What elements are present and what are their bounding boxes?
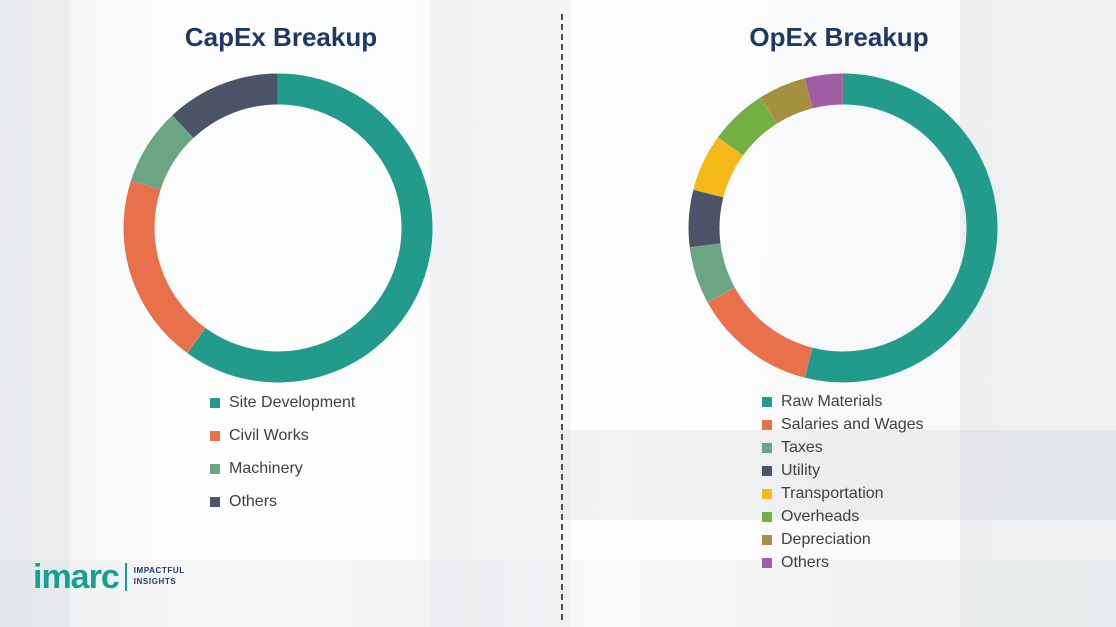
legend-label: Raw Materials: [781, 392, 883, 410]
legend-label: Overheads: [781, 507, 860, 525]
legend-item: Others: [210, 491, 355, 512]
imarc-logo-tagline-line1: IMPACTFUL: [133, 566, 185, 576]
legend-swatch: [762, 465, 772, 476]
imarc-logo-wordmark: imarc: [33, 558, 120, 596]
legend-item: Civil Works: [210, 425, 355, 446]
legend-label: Depreciation: [781, 530, 871, 548]
donut-chart-svg: [123, 73, 433, 383]
imarc-logo: imarc IMPACTFUL INSIGHTS: [33, 560, 185, 594]
legend-label: Civil Works: [229, 426, 309, 444]
legend-label: Salaries and Wages: [781, 415, 924, 433]
legend-label: Others: [229, 492, 278, 510]
donut-segment-taxes: [689, 243, 735, 303]
legend-swatch: [762, 442, 772, 453]
donut-segment-raw-materials: [804, 73, 998, 383]
donut-segment-others: [172, 73, 279, 139]
legend-label: Others: [781, 553, 830, 571]
background-watermark-streak: [0, 0, 70, 627]
background-watermark-streak: [430, 0, 570, 627]
legend-label: Utility: [781, 461, 821, 479]
donut-segment-utility: [688, 189, 724, 248]
legend-swatch: [762, 511, 772, 522]
legend-item: Machinery: [210, 458, 355, 479]
legend-swatch: [762, 419, 772, 430]
donut-segment-site-development: [187, 73, 433, 383]
donut-segment-depreciation: [760, 78, 813, 124]
donut-segment-salaries-and-wages: [707, 287, 813, 378]
capex-legend: Site Development Civil Works Machinery Othe…: [210, 392, 355, 524]
imarc-logo-divider: [124, 563, 127, 591]
legend-item: Overheads: [762, 507, 924, 526]
donut-segment-machinery: [131, 115, 194, 191]
opex-donut-chart: [687, 72, 999, 384]
donut-segment-civil-works: [123, 180, 206, 353]
legend-label: Taxes: [781, 438, 823, 456]
legend-label: Site Development: [229, 393, 356, 411]
legend-item: Transportation: [762, 484, 924, 503]
capex-chart-title: CapEx Breakup: [184, 22, 378, 52]
legend-swatch: [762, 534, 772, 545]
legend-swatch: [210, 463, 220, 474]
legend-item: Others: [762, 553, 924, 572]
legend-swatch: [762, 557, 772, 568]
donut-segment-others: [804, 73, 844, 109]
legend-swatch: [210, 496, 220, 507]
opex-legend: Raw Materials Salaries and Wages Taxes Util…: [762, 392, 924, 576]
donut-segment-transportation: [693, 137, 744, 198]
legend-swatch: [762, 488, 772, 499]
capex-donut-chart: [122, 72, 434, 384]
legend-item: Raw Materials: [762, 392, 924, 411]
legend-swatch: [210, 430, 220, 441]
donut-chart-svg: [688, 73, 998, 383]
imarc-logo-tagline: IMPACTFUL INSIGHTS: [134, 566, 185, 588]
legend-item: Utility: [762, 461, 924, 480]
legend-item: Salaries and Wages: [762, 415, 924, 434]
legend-item: Site Development: [210, 392, 355, 413]
opex-chart-title: OpEx Breakup: [749, 22, 929, 52]
dashed-divider: [561, 14, 563, 620]
legend-swatch: [762, 396, 772, 407]
donut-segment-overheads: [718, 97, 778, 156]
imarc-logo-tagline-line2: INSIGHTS: [133, 577, 177, 586]
legend-swatch: [210, 397, 220, 408]
legend-item: Taxes: [762, 438, 924, 457]
legend-item: Depreciation: [762, 530, 924, 549]
legend-label: Machinery: [229, 459, 303, 477]
legend-label: Transportation: [781, 484, 884, 502]
